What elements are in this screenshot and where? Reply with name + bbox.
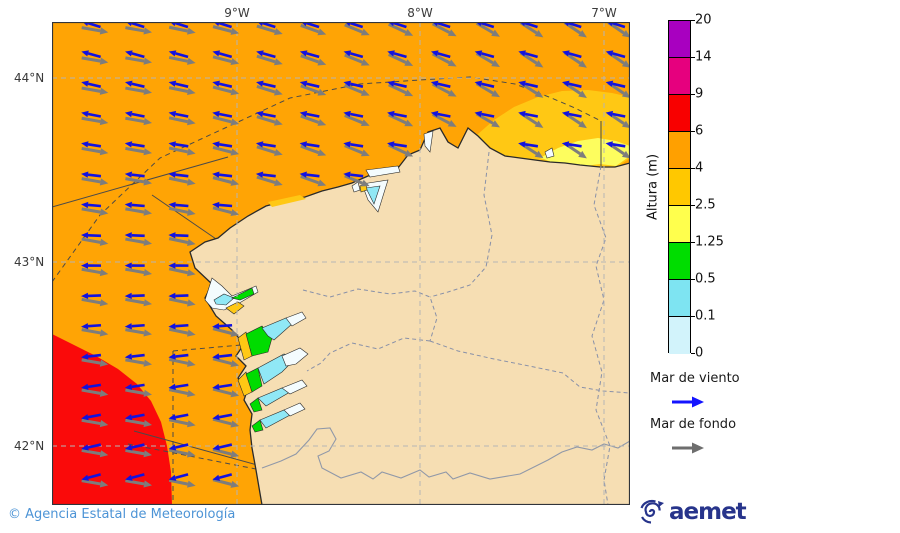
colorbar-segment [669, 317, 690, 354]
colorbar-tickmark [691, 205, 695, 206]
colorbar-tick-value: 0 [695, 345, 704, 361]
latitude-tick-label: 42°N [14, 439, 45, 453]
longitude-tick-label: 9°W [224, 6, 250, 20]
colorbar-segment [669, 58, 690, 95]
colorbar-tick-value: 2.5 [695, 197, 716, 213]
colorbar-tick-value: 1.25 [695, 234, 724, 250]
colorbar-tickmark [691, 57, 695, 58]
colorbar-segment [669, 95, 690, 132]
colorbar-tick-value: 14 [695, 49, 712, 65]
aemet-logo: aemet [638, 498, 747, 526]
wave-height-map [52, 22, 630, 505]
colorbar-tickmark [691, 242, 695, 243]
colorbar-tickmark [691, 20, 695, 21]
colorbar-segment [669, 21, 690, 58]
aemet-swirl-icon [640, 499, 664, 524]
colorbar-tickmark [691, 131, 695, 132]
map-canvas [52, 22, 630, 505]
colorbar-segment [669, 132, 690, 169]
legend-swell-label: Mar de fondo [650, 417, 737, 432]
latitude-tick-label: 43°N [14, 255, 45, 269]
colorbar-tick-value: 4 [695, 160, 704, 176]
colorbar-segment [669, 206, 690, 243]
colorbar-tick-value: 9 [695, 86, 704, 102]
colorbar-tickmark [691, 353, 695, 354]
swell-arrow-icon [672, 442, 704, 454]
colorbar-tick-value: 20 [695, 12, 712, 28]
colorbar-tick-value: 0.1 [695, 308, 716, 324]
longitude-tick-label: 8°W [407, 6, 433, 20]
colorbar-segment [669, 169, 690, 206]
colorbar-tickmark [691, 168, 695, 169]
colorbar-tick-value: 0.5 [695, 271, 716, 287]
legend-wind-sea-label: Mar de viento [650, 371, 740, 386]
colorbar-tickmark [691, 94, 695, 95]
wave-height-colorbar [668, 20, 691, 354]
aemet-logo-text: aemet [669, 499, 747, 525]
colorbar-tick-value: 6 [695, 123, 704, 139]
colorbar-tickmark [691, 279, 695, 280]
longitude-tick-label: 7°W [591, 6, 617, 20]
colorbar-tickmark [691, 316, 695, 317]
copyright-link[interactable]: © Agencia Estatal de Meteorología [8, 507, 236, 522]
latitude-tick-label: 44°N [14, 71, 45, 85]
colorbar-segment [669, 280, 690, 317]
colorbar-segment [669, 243, 690, 280]
wind-sea-arrow-icon [672, 396, 704, 408]
colorbar-title: Altura (m) [645, 153, 661, 221]
